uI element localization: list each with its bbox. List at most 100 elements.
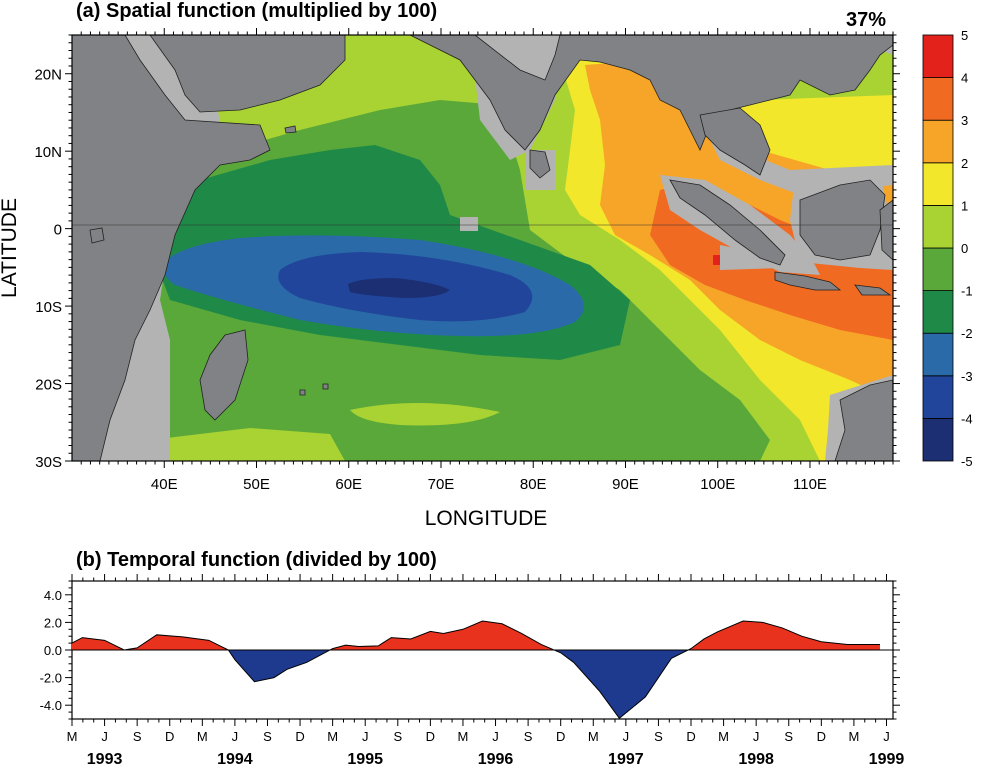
y-tick-label: 4.0 [44, 588, 62, 603]
colorbar-swatch [922, 332, 954, 377]
month-label: J [362, 729, 369, 744]
map-frame [71, 34, 894, 462]
longitude-tick-labels: 40E 50E 60E 70E 80E 90E 100E 110E [151, 476, 827, 493]
month-label: M [197, 729, 208, 744]
month-label: M [588, 729, 599, 744]
colorbar-swatch [922, 34, 954, 78]
year-label: 1997 [608, 751, 644, 768]
y-tick-label: -4.0 [40, 698, 62, 713]
month-label: D [165, 729, 174, 744]
timeseries-line [71, 620, 880, 720]
year-label: 1994 [217, 751, 253, 768]
lat-tick-label: 10S [35, 299, 62, 316]
small-island-3 [299, 389, 306, 396]
month-label: D [686, 729, 695, 744]
colorbar-label: 4 [961, 71, 968, 86]
colorbar-swatch [922, 77, 954, 121]
lat-tick-label: 20S [35, 377, 62, 394]
timeseries-ticks [65, 574, 900, 726]
month-label: J [232, 729, 239, 744]
month-label: J [492, 729, 499, 744]
lon-tick-label: 70E [428, 476, 455, 493]
lon-tick-label: 90E [612, 476, 639, 493]
month-label: S [263, 729, 272, 744]
month-label: M [327, 729, 338, 744]
lat-tick-label: 0 [54, 222, 62, 239]
y-tick-label: 2.0 [44, 615, 62, 630]
colorbar: 5 4 3 2 1 0 -1 -2 -3 -4 -5 [922, 28, 973, 469]
panel-a-title: (a) Spatial function (multiplied by 100) [76, 0, 437, 22]
month-label: M [458, 729, 469, 744]
colorbar-label: -4 [961, 411, 973, 426]
java [774, 271, 842, 291]
australia-corner [834, 379, 893, 461]
colorbar-label: -3 [961, 369, 973, 384]
colorbar-label: 3 [961, 113, 968, 128]
sri-lanka [529, 149, 551, 179]
madagascar [199, 329, 249, 421]
month-label: D [426, 729, 435, 744]
lon-tick-label: 50E [243, 476, 270, 493]
lon-tick-label: 110E [793, 476, 827, 493]
colorbar-swatch [922, 247, 954, 291]
small-island-2 [284, 125, 297, 134]
map-ticks [65, 28, 900, 468]
indochina [699, 107, 771, 176]
explained-variance-label: 37% [846, 9, 886, 31]
month-label: S [133, 729, 142, 744]
negative-area [554, 650, 689, 719]
level-0-to-1-southwest [150, 428, 345, 461]
timeseries-labels: 4.0 2.0 0.0 -2.0 -4.0 M J S D M J S D M J S D M J S D M J S D M J S… [40, 588, 905, 768]
month-label: M [848, 729, 859, 744]
colorbar-swatch [922, 417, 954, 462]
colorbar-label: 5 [961, 28, 968, 43]
month-label: S [654, 729, 663, 744]
land-masses [72, 35, 893, 461]
lat-tick-label: 20N [34, 67, 62, 84]
y-axis-label: LATITUDE [0, 198, 21, 298]
positive-area [72, 637, 125, 650]
borneo [799, 179, 886, 261]
lat-tick-label: 10N [34, 144, 62, 161]
year-label: 1998 [738, 751, 774, 768]
panel-b-title: (b) Temporal function (divided by 100) [76, 549, 437, 571]
sulawesi [879, 199, 893, 261]
latitude-tick-labels: 20N 10N 0 10S 20S 30S [34, 67, 62, 471]
y-tick-label: 0.0 [44, 643, 62, 658]
y-tick-label: -2.0 [40, 671, 62, 686]
month-label: J [883, 729, 890, 744]
colorbar-label: 2 [961, 156, 968, 171]
month-label: J [753, 729, 760, 744]
month-label: S [784, 729, 793, 744]
sumatra [669, 179, 786, 266]
month-label: J [623, 729, 630, 744]
lon-tick-label: 100E [700, 476, 735, 493]
level-4-to-5 [713, 255, 722, 265]
positive-area [124, 634, 229, 650]
x-axis-label: LONGITUDE [425, 507, 548, 530]
small-island-4 [322, 383, 329, 390]
colorbar-swatch [922, 290, 954, 334]
lat-tick-label: 30S [35, 454, 62, 471]
year-label: 1995 [347, 751, 383, 768]
positive-area [688, 621, 880, 650]
lon-tick-label: 40E [151, 476, 178, 493]
month-label: S [393, 729, 402, 744]
arabia-landmass [149, 35, 346, 113]
colorbar-label: -1 [961, 284, 973, 299]
lon-tick-label: 60E [335, 476, 362, 493]
level-minus5-to-minus4 [348, 278, 450, 298]
colorbar-swatch [922, 119, 954, 164]
colorbar-swatch [922, 375, 954, 419]
year-label: 1999 [869, 751, 905, 768]
colorbar-swatch [922, 204, 954, 249]
level-0-to-1-south-strip [350, 402, 500, 426]
small-island-5 [854, 284, 892, 296]
month-label: J [101, 729, 108, 744]
month-label: D [295, 729, 304, 744]
colorbar-label: -2 [961, 326, 973, 341]
small-island-1 [89, 227, 105, 244]
africa-landmass [72, 35, 271, 461]
year-label: 1993 [87, 751, 123, 768]
